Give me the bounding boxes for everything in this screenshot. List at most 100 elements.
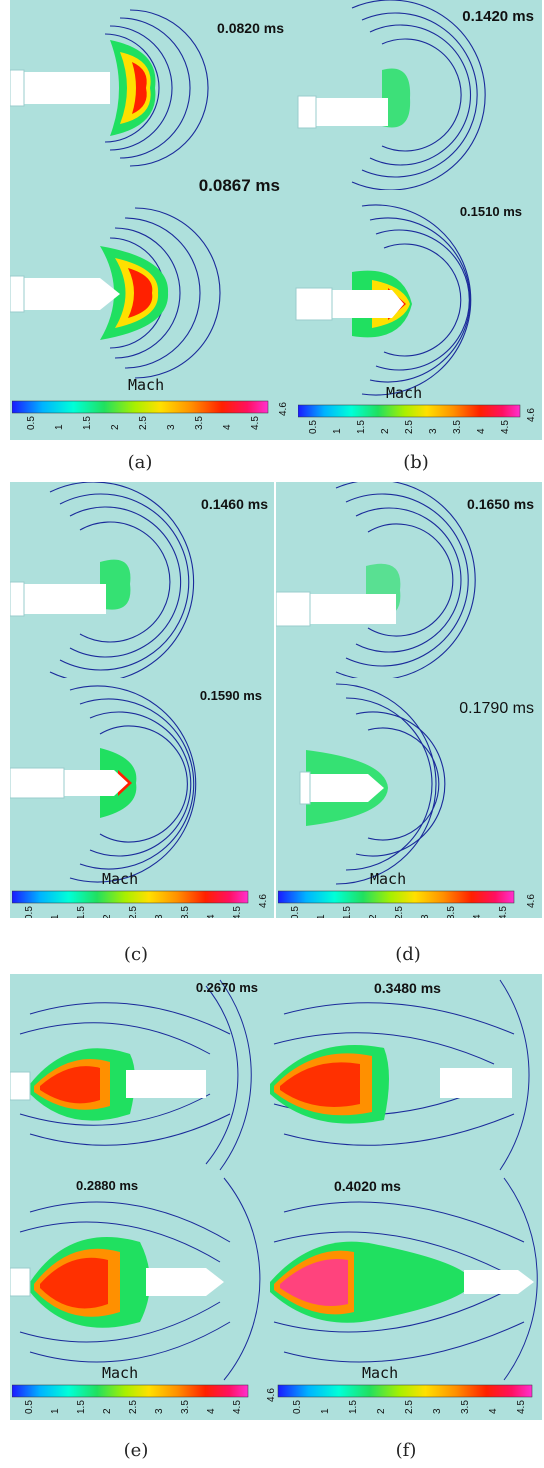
colorbar-tick: 0.5 [290,906,301,918]
mach-contour-plot [10,207,221,379]
frame-f-top: 0.3480 ms [264,974,542,1172]
colorbar-tick: 3.5 [180,1400,191,1414]
colorbar: 0.5 1 1.5 2 2.5 3 3.5 4 4.5 4.6 [297,404,538,440]
colorbar: 0.5 1 1.5 2 2.5 3 3.5 4 4.5 4.6 [11,890,270,918]
colorbar-title: Mach [386,384,423,402]
colorbar-tick: 3 [432,1408,443,1414]
timestamp-label: 0.1650 ms [467,496,534,512]
colorbar-tick: 4 [488,1408,499,1414]
timestamp-label: 0.4020 ms [334,1178,401,1194]
colorbar-max-label: 4.6 [266,1388,277,1402]
panel-caption: (f) [395,1440,417,1461]
colorbar: 4.6 0.5 1 1.5 2 2.5 3 3.5 4 4.5 [264,1384,540,1420]
frame-e-top: 0.2670 ms [10,974,264,1172]
timestamp-label: 0.0820 ms [217,20,284,36]
mach-contour-plot [270,979,530,1171]
colorbar-tick: 2 [102,914,113,918]
colorbar-max-label: 4.6 [526,894,537,908]
colorbar-tick: 3.5 [452,420,463,434]
colorbar-max-label: 4.6 [258,894,269,908]
colorbar-tick: 2 [368,914,379,918]
mach-contour-plot [299,683,446,885]
colorbar-tick: 0.5 [26,416,37,430]
timestamp-label: 0.0867 ms [198,176,280,195]
frame-f-bottom: 0.4020 ms Mach [264,1172,542,1384]
colorbar-gradient [11,890,249,904]
colorbar: 0.5 1 1.5 2 2.5 3 3.5 4 4.5 4.6 [277,890,540,918]
colorbar-tick: 1 [50,1408,61,1414]
frame-b-top: 0.1420 ms [292,0,542,190]
colorbar-tick: 4.5 [250,416,261,430]
frame-e-bottom: 0.2880 ms Mach [10,1172,264,1384]
colorbar-tick: 0.5 [24,1400,35,1414]
colorbar-tick: 3 [420,914,431,918]
colorbar-tick: 2 [380,428,391,434]
colorbar-title: Mach [102,1364,139,1382]
panel-caption: (d) [395,944,421,965]
colorbar-title: Mach [102,870,139,888]
colorbar-max-label: 4.6 [278,402,288,416]
mach-contour-plot [270,1177,538,1381]
frame-c-bottom: 0.1590 ms Mach [10,678,274,890]
colorbar-tick: 1.5 [76,906,87,918]
colorbar-tick: 2 [102,1408,113,1414]
colorbar-tick: 1.5 [76,1400,87,1414]
colorbar-tick: 1 [332,428,343,434]
frame-b-bottom: 0.1510 ms Mach [292,194,542,404]
colorbar-tick: 3 [166,424,177,430]
timestamp-label: 0.1420 ms [462,8,534,25]
colorbar: 0.5 1 1.5 2 2.5 3 3.5 4 4.5 [11,1384,262,1420]
colorbar-title: Mach [370,870,407,888]
timestamp-label: 0.1510 ms [459,204,522,219]
timestamp-label: 0.3480 ms [374,980,441,996]
colorbar-tick: 1 [316,914,327,918]
colorbar-tick: 1.5 [342,906,353,918]
panel-caption: (c) [123,944,149,965]
panel-d: 0.1650 ms 0.1790 ms Mach 0.5 1 [276,482,542,918]
colorbar-gradient [11,1384,249,1398]
colorbar-tick: 4 [206,1408,217,1414]
timestamp-label: 0.2880 ms [76,1178,139,1193]
colorbar-gradient [277,1384,533,1398]
colorbar-tick: 3 [154,914,165,918]
colorbar-tick: 1.5 [348,1400,359,1414]
colorbar-tick: 3.5 [446,906,457,918]
colorbar-tick: 4.5 [516,1400,527,1414]
colorbar-tick: 2.5 [394,906,405,918]
mach-contour-plot [10,482,195,678]
colorbar-tick: 2.5 [128,906,139,918]
panel-b: 0.1420 ms 0.1510 ms Mach [292,0,542,440]
frame-c-top: 0.1460 ms [10,482,274,678]
colorbar-tick: 4.5 [232,906,243,918]
colorbar-tick: 4.5 [500,420,511,434]
colorbar-tick: 1 [54,424,65,430]
mach-contour-plot [10,979,252,1171]
mach-contour-plot [10,9,209,167]
colorbar-gradient [297,404,521,418]
frame-d-top: 0.1650 ms [276,482,542,678]
frame-d-bottom: 0.1790 ms Mach [276,678,542,890]
colorbar-tick: 2 [376,1408,387,1414]
mach-contour-plot [297,0,486,190]
colorbar-tick: 2.5 [404,1400,415,1414]
colorbar-tick: 3 [154,1408,165,1414]
mach-contour-plot [276,482,476,678]
timestamp-label: 0.1460 ms [201,496,268,512]
colorbar-tick: 1 [320,1408,331,1414]
colorbar-tick: 2 [110,424,121,430]
colorbar-tick: 1.5 [82,416,93,430]
timestamp-label: 0.1590 ms [199,688,262,703]
mach-contour-plot [295,204,472,396]
colorbar-tick: 0.5 [308,420,319,434]
colorbar-tick: 3.5 [180,906,191,918]
colorbar-tick: 4 [472,914,483,918]
panel-e: 0.2670 ms 0.2880 ms Mach [10,974,264,1420]
colorbar-tick: 4.5 [232,1400,243,1414]
colorbar-tick: 2.5 [128,1400,139,1414]
colorbar: 0.5 1 1.5 2 2.5 3 3.5 4 4.5 4.6 [11,400,289,438]
colorbar-tick: 4.5 [498,906,509,918]
colorbar-tick: 0.5 [292,1400,303,1414]
colorbar-tick: 4 [206,914,217,918]
colorbar-title: Mach [128,376,165,394]
colorbar-tick: 4 [222,424,233,430]
